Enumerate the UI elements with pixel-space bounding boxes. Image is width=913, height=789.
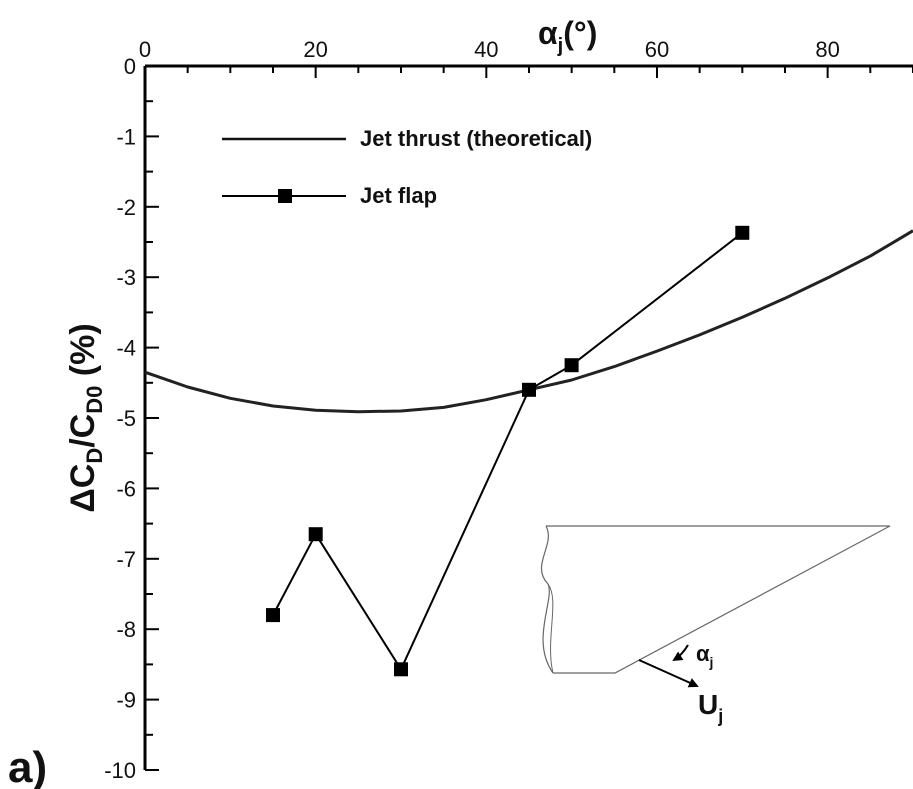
y-tick-label: -8 [116,617,136,642]
x-tick-label: 60 [645,37,669,62]
x-axis-ticks: 0 20 40 60 80 [139,37,913,78]
inset-break-line [541,525,554,674]
y-tick-label: -1 [116,124,136,149]
y-tick-label: -4 [116,336,136,361]
inset-diagram: αj Uj [541,525,891,726]
plot-frame [143,64,913,770]
legend-marker-jet-flap [278,189,292,203]
x-tick-label: 80 [815,37,839,62]
jet-flap-point [266,608,280,623]
jet-flap-point [522,382,536,397]
y-tick-label: 0 [124,54,136,79]
jet-flap-point [564,358,579,373]
y-tick-label: -2 [116,195,136,220]
inset-u-label: Uj [698,689,723,726]
inset-flap-outline [546,525,891,674]
inset-jet-arrow [638,659,699,688]
x-tick-label: 20 [303,37,327,62]
y-tick-label: -3 [116,265,136,290]
inset-alpha-label: αj [696,641,713,670]
y-tick-label: -9 [116,688,136,713]
y-tick-label: -6 [116,476,136,501]
jet-flap-point [308,527,323,542]
y-axis-ticks: 0 -1 -2 -3 -4 -5 -6 -7 -8 -9 -10 [104,54,159,783]
x-axis-title: αj(°) [538,15,597,57]
legend-label-jet-flap: Jet flap [360,183,437,208]
inset-angle-arc-icon [672,644,689,662]
y-tick-label: -7 [116,547,136,572]
legend: Jet thrust (theoretical) Jet flap [222,126,592,208]
jet-flap-point [735,225,750,240]
y-tick-label: -10 [104,758,136,783]
inset-break-line-2 [547,583,554,674]
panel-label: a) [8,743,47,789]
y-axis-title: ΔCD/CD0 (%) [64,323,107,512]
jet-flap-point [394,662,408,677]
y-tick-label: -5 [116,406,136,431]
series-layer [144,225,913,677]
legend-label-jet-thrust: Jet thrust (theoretical) [360,126,592,151]
x-tick-label: 40 [474,37,498,62]
series-line-jet-flap [272,232,743,671]
x-tick-label: 0 [139,37,151,62]
